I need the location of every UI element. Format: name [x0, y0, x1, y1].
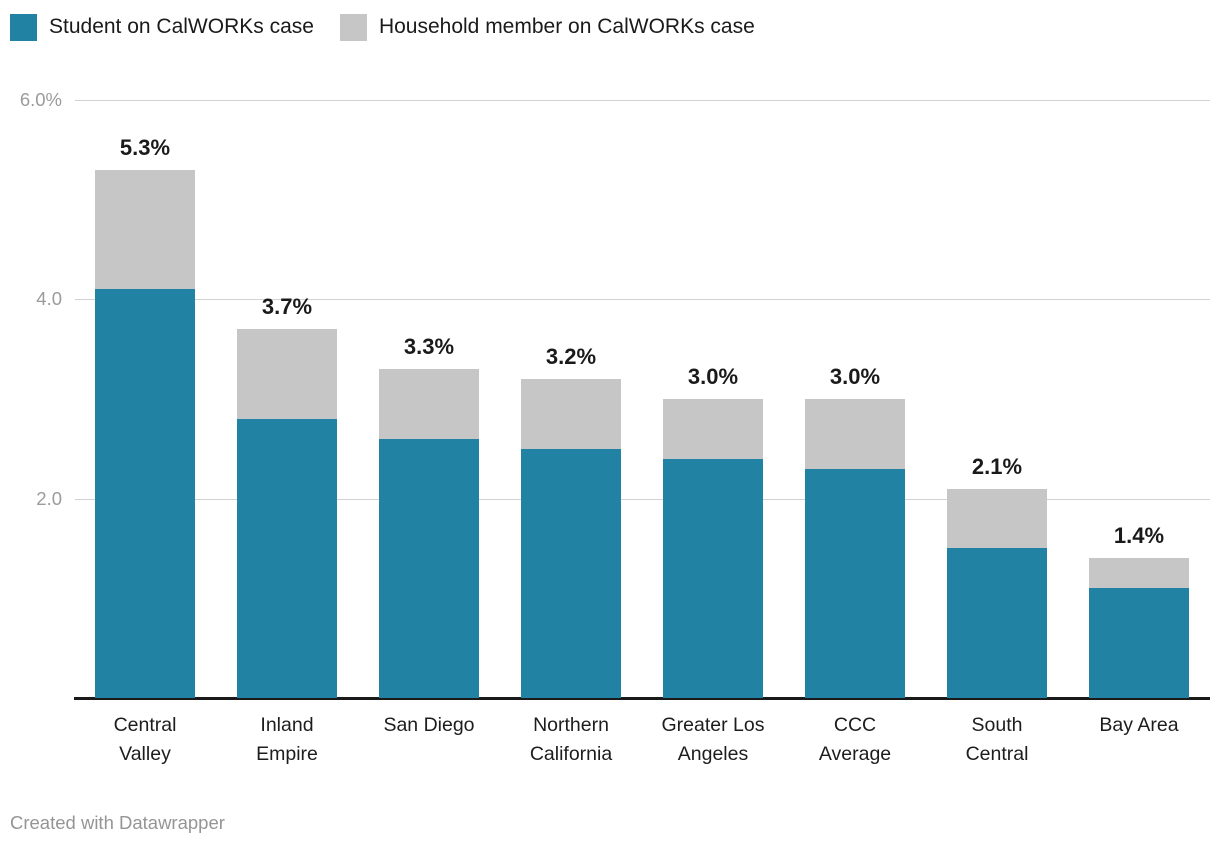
bar-group-inland-empire — [237, 329, 337, 698]
bar-total-label: 3.2% — [545, 343, 597, 369]
bar-segment-student — [379, 438, 479, 698]
bar-group-san-diego — [379, 368, 479, 698]
bar-segment-student — [1089, 588, 1189, 698]
bar-group-central-valley — [95, 169, 195, 698]
bar-segment-household — [95, 169, 195, 290]
gridline-6 — [75, 99, 1210, 101]
y-tick-label: 4.0 — [36, 288, 62, 310]
bar-total-label: 3.0% — [829, 363, 881, 389]
bar-segment-student — [947, 548, 1047, 698]
category-label-south-central: South Central — [965, 714, 1029, 765]
bar-group-ccc-average — [805, 398, 905, 698]
category-label-inland-empire: Inland Empire — [256, 714, 318, 765]
bar-segment-household — [521, 378, 621, 449]
legend-item-1: Household member on CalWORKs case — [339, 13, 755, 41]
y-tick-label: 2.0 — [36, 487, 62, 509]
bar-total-label: 2.1% — [971, 453, 1023, 479]
legend-item-0: Student on CalWORKs case — [10, 13, 314, 41]
x-axis-line — [74, 697, 1210, 700]
bar-total-label: 3.3% — [403, 333, 455, 359]
category-label-northern-california: Northern California — [529, 714, 613, 765]
legend-label: Household member on CalWORKs case — [378, 15, 755, 38]
legend: Student on CalWORKs case Household member… — [10, 13, 755, 41]
bar-total-label: 5.3% — [119, 134, 171, 160]
gridline-4 — [75, 299, 1210, 301]
category-label-central-valley: Central Valley — [113, 714, 177, 765]
category-label-ccc-average: CCC Average — [818, 714, 892, 765]
bar-segment-student — [805, 468, 905, 698]
legend-swatch-icon — [10, 13, 37, 41]
bar-segment-student — [663, 458, 763, 698]
bar-group-bay-area — [1089, 558, 1189, 698]
bar-group-south-central — [947, 488, 1047, 698]
bar-total-label: 1.4% — [1113, 523, 1165, 549]
bar-segment-household — [379, 368, 479, 439]
bar-group-greater-los-angeles — [663, 398, 763, 698]
bar-segment-household — [947, 488, 1047, 549]
bar-segment-household — [237, 329, 337, 419]
attribution-text: Created with Datawrapper — [10, 812, 225, 833]
bar-segment-student — [237, 418, 337, 698]
bar-group-northern-california — [521, 378, 621, 698]
bar-segment-household — [805, 398, 905, 469]
legend-label: Student on CalWORKs case — [49, 15, 314, 38]
legend-swatch-icon — [339, 13, 367, 41]
category-label-greater-los-angeles: Greater Los Angeles — [661, 714, 765, 765]
category-label-bay-area: Bay Area — [1099, 714, 1179, 736]
bar-total-label: 3.7% — [261, 294, 313, 320]
y-tick-label: 6.0% — [19, 88, 62, 110]
gridline-2 — [75, 498, 1210, 500]
category-label-san-diego: San Diego — [383, 714, 475, 736]
bar-total-label: 3.0% — [687, 363, 739, 389]
bar-segment-household — [663, 398, 763, 459]
bar-segment-student — [95, 289, 195, 698]
bar-segment-household — [1089, 558, 1189, 589]
bar-segment-student — [521, 448, 621, 698]
